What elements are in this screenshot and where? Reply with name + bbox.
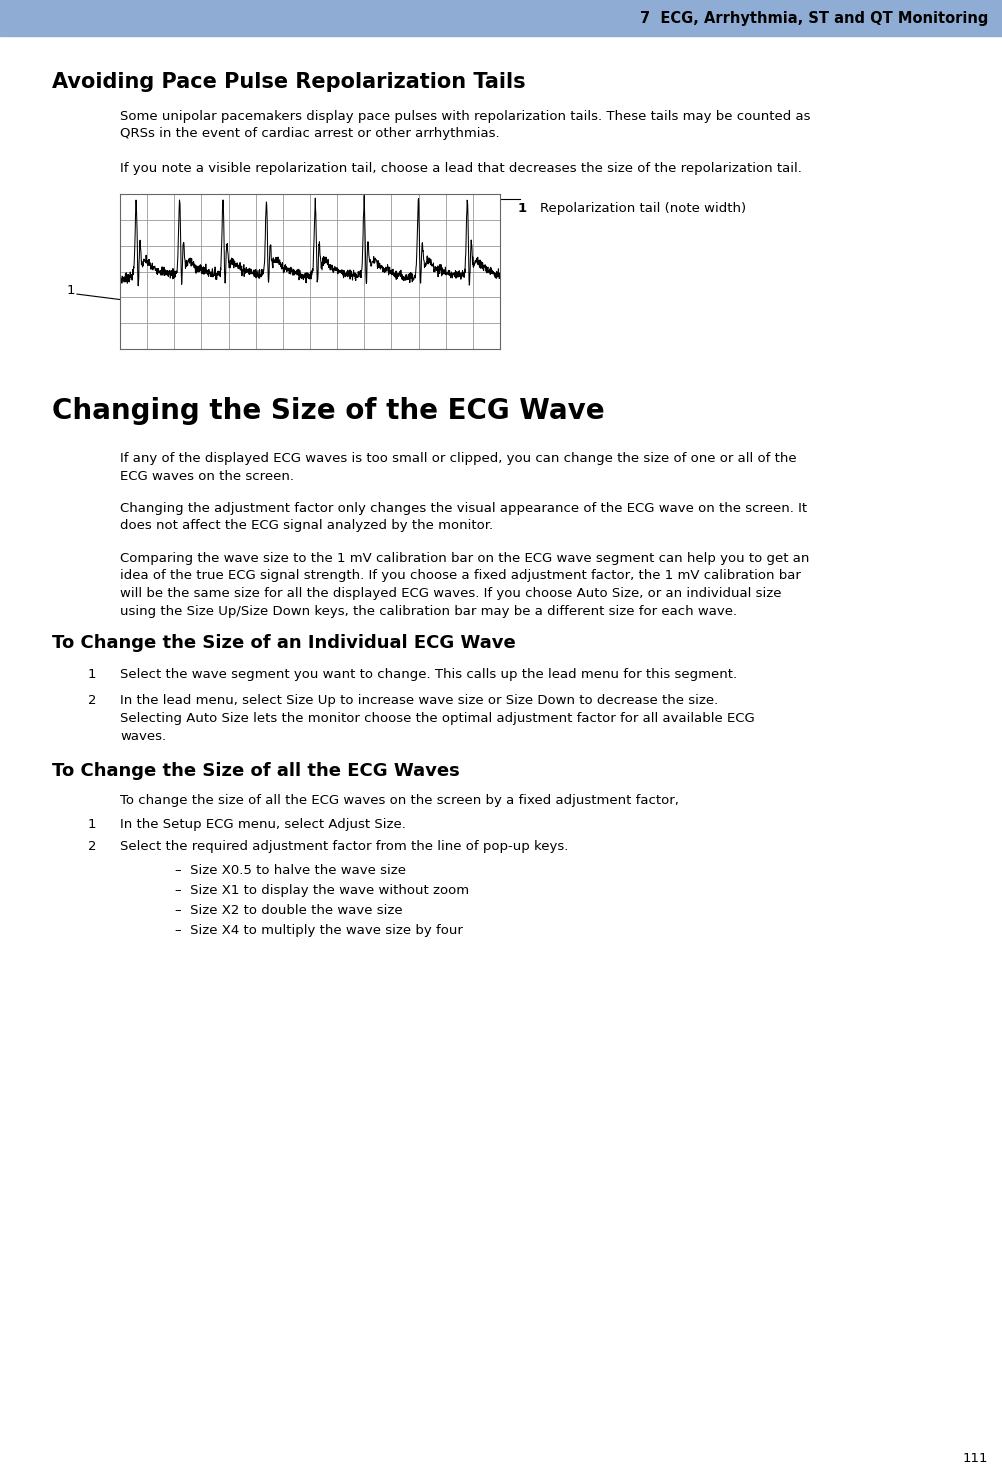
- Text: Some unipolar pacemakers display pace pulses with repolarization tails. These ta: Some unipolar pacemakers display pace pu…: [120, 111, 810, 140]
- Text: To Change the Size of an Individual ECG Wave: To Change the Size of an Individual ECG …: [52, 635, 515, 652]
- Text: 7  ECG, Arrhythmia, ST and QT Monitoring: 7 ECG, Arrhythmia, ST and QT Monitoring: [639, 10, 987, 25]
- Text: –  Size X0.5 to halve the wave size: – Size X0.5 to halve the wave size: [174, 863, 406, 877]
- Text: Select the required adjustment factor from the line of pop-up keys.: Select the required adjustment factor fr…: [120, 840, 568, 853]
- Text: 1: 1: [88, 669, 96, 680]
- Bar: [0, 0, 1002, 35]
- Text: 1: 1: [517, 202, 527, 215]
- Text: If you note a visible repolarization tail, choose a lead that decreases the size: If you note a visible repolarization tai…: [120, 162, 801, 176]
- Text: –  Size X4 to multiply the wave size by four: – Size X4 to multiply the wave size by f…: [174, 924, 462, 937]
- Text: 111: 111: [962, 1451, 987, 1464]
- Text: Comparing the wave size to the 1 mV calibration bar on the ECG wave segment can : Comparing the wave size to the 1 mV cali…: [120, 552, 809, 617]
- Text: Repolarization tail (note width): Repolarization tail (note width): [539, 202, 745, 215]
- Text: Avoiding Pace Pulse Repolarization Tails: Avoiding Pace Pulse Repolarization Tails: [52, 72, 525, 92]
- Text: –  Size X2 to double the wave size: – Size X2 to double the wave size: [174, 903, 402, 917]
- Text: Select the wave segment you want to change. This calls up the lead menu for this: Select the wave segment you want to chan…: [120, 669, 736, 680]
- Text: In the Setup ECG menu, select Adjust Size.: In the Setup ECG menu, select Adjust Siz…: [120, 818, 406, 831]
- Text: Changing the Size of the ECG Wave: Changing the Size of the ECG Wave: [52, 397, 604, 425]
- Text: To change the size of all the ECG waves on the screen by a fixed adjustment fact: To change the size of all the ECG waves …: [120, 794, 678, 807]
- Text: If any of the displayed ECG waves is too small or clipped, you can change the si: If any of the displayed ECG waves is too…: [120, 452, 796, 483]
- Text: 2: 2: [88, 840, 96, 853]
- Text: 2: 2: [88, 694, 96, 707]
- Text: 1: 1: [88, 818, 96, 831]
- Text: 1: 1: [67, 283, 75, 297]
- Text: –  Size X1 to display the wave without zoom: – Size X1 to display the wave without zo…: [174, 884, 469, 897]
- Text: Selecting Auto Size lets the monitor choose the optimal adjustment factor for al: Selecting Auto Size lets the monitor cho…: [120, 711, 754, 742]
- Text: To Change the Size of all the ECG Waves: To Change the Size of all the ECG Waves: [52, 762, 459, 779]
- Text: In the lead menu, select Size Up to increase wave size or Size Down to decrease : In the lead menu, select Size Up to incr…: [120, 694, 717, 707]
- Text: Changing the adjustment factor only changes the visual appearance of the ECG wav: Changing the adjustment factor only chan…: [120, 502, 807, 533]
